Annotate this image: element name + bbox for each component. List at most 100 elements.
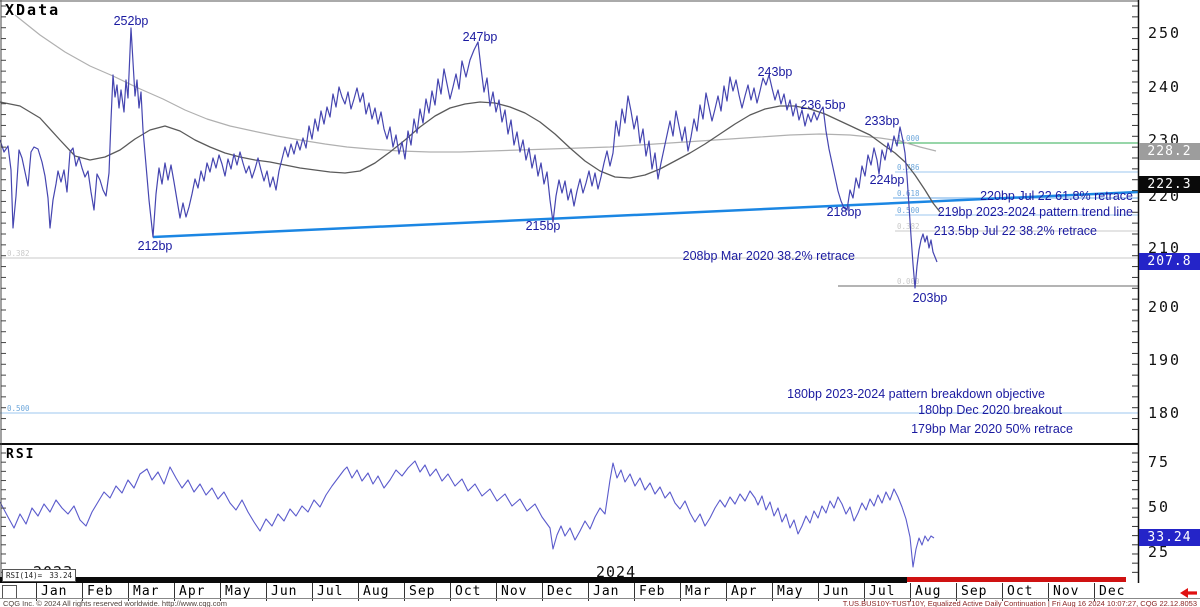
baseline-tick bbox=[634, 599, 635, 601]
baseline-tick bbox=[312, 599, 313, 601]
year-label-2024: 2024 bbox=[596, 563, 637, 581]
fib-level-label-5: 0.000 bbox=[897, 277, 920, 286]
price-axis-tick-label-210: 210 bbox=[1148, 239, 1182, 257]
month-label-oct-2023[interactable]: Oct bbox=[455, 584, 482, 599]
price-axis-area[interactable] bbox=[1138, 0, 1200, 444]
baseline-tick bbox=[726, 599, 727, 601]
baseline-tick bbox=[450, 599, 451, 601]
baseline-tick bbox=[956, 599, 957, 601]
price-axis-tick-label-180: 180 bbox=[1148, 404, 1182, 422]
rsi-axis-tick-label-50: 50 bbox=[1148, 498, 1171, 516]
month-label-jul-2023[interactable]: Jul bbox=[317, 584, 344, 599]
month-label-jun-2023[interactable]: Jun bbox=[271, 584, 298, 599]
baseline-tick bbox=[1002, 599, 1003, 601]
future-session-band bbox=[907, 577, 1126, 582]
price-axis-tick-label-250: 250 bbox=[1148, 24, 1182, 42]
month-separator bbox=[1002, 583, 1003, 598]
annotation-180bp: 180bp 2023-2024 pattern breakdown object… bbox=[787, 387, 1045, 401]
copyright-text: CQG Inc. © 2024 All rights reserved worl… bbox=[3, 599, 227, 607]
month-separator bbox=[1094, 583, 1095, 598]
annotation-220bp: 220bp Jul 22 61.8% retrace bbox=[980, 189, 1133, 203]
month-label-jul-2024[interactable]: Jul bbox=[869, 584, 896, 599]
month-label-feb-2024[interactable]: Feb bbox=[639, 584, 666, 599]
rsi-axis-tick-label-25: 25 bbox=[1148, 543, 1171, 561]
annotation-179bp: 179bp Mar 2020 50% retrace bbox=[911, 422, 1073, 436]
month-separator bbox=[864, 583, 865, 598]
annotation-218bp: 218bp bbox=[827, 205, 862, 219]
month-label-jan-2024[interactable]: Jan bbox=[593, 584, 620, 599]
month-separator bbox=[1048, 583, 1049, 598]
month-separator bbox=[818, 583, 819, 598]
baseline-tick bbox=[1048, 599, 1049, 601]
month-label-nov-2024[interactable]: Nov bbox=[1053, 584, 1080, 599]
ma-fast-value-badge: 222.3 bbox=[1139, 175, 1200, 193]
month-separator bbox=[266, 583, 267, 598]
month-separator bbox=[128, 583, 129, 598]
price-series-line bbox=[0, 27, 938, 289]
baseline-tick bbox=[266, 599, 267, 601]
price-axis-tick-label-190: 190 bbox=[1148, 351, 1182, 369]
rsi-readout-label: RSI(14)= bbox=[6, 571, 43, 580]
baseline-tick bbox=[680, 599, 681, 601]
baseline-tick bbox=[220, 599, 221, 601]
study-label: XData bbox=[5, 1, 61, 19]
month-separator bbox=[496, 583, 497, 598]
ma-slow-line bbox=[14, 14, 937, 153]
rsi-value-badge: 33.24 bbox=[1139, 528, 1200, 546]
annotation-247bp: 247bp bbox=[463, 30, 498, 44]
month-label-mar-2023[interactable]: Mar bbox=[133, 584, 160, 599]
baseline-tick bbox=[128, 599, 129, 601]
past-session-band bbox=[0, 577, 907, 583]
month-label-may-2023[interactable]: May bbox=[225, 584, 252, 599]
time-axis-bar[interactable] bbox=[0, 583, 1200, 599]
contract-info-text: T.US.BUS10Y-TUST10Y, Equalized Active Da… bbox=[842, 599, 1197, 607]
annotation-224bp: 224bp bbox=[870, 173, 905, 187]
month-separator bbox=[910, 583, 911, 598]
month-label-feb-2023[interactable]: Feb bbox=[87, 584, 114, 599]
pattern-trend-line[interactable] bbox=[152, 190, 1139, 239]
month-separator bbox=[634, 583, 635, 598]
month-separator bbox=[358, 583, 359, 598]
scroll-to-latest-arrow[interactable] bbox=[1180, 583, 1198, 598]
price-axis-tick-label-200: 200 bbox=[1148, 298, 1182, 316]
rsi-readout-value: 33.24 bbox=[49, 571, 72, 580]
month-label-apr-2023[interactable]: Apr bbox=[179, 584, 206, 599]
month-label-may-2024[interactable]: May bbox=[777, 584, 804, 599]
month-label-dec-2024[interactable]: Dec bbox=[1099, 584, 1126, 599]
month-separator bbox=[680, 583, 681, 598]
ma-slow-value-badge: 228.2 bbox=[1139, 142, 1200, 160]
last-price-badge: 207.8 bbox=[1139, 252, 1200, 270]
fib-level-label-3: 0.500 bbox=[897, 206, 920, 215]
annotation-252bp: 252bp bbox=[114, 14, 149, 28]
month-label-jan-2023[interactable]: Jan bbox=[41, 584, 68, 599]
rsi-series-line bbox=[0, 460, 935, 568]
month-separator bbox=[220, 583, 221, 598]
month-label-dec-2023[interactable]: Dec bbox=[547, 584, 574, 599]
month-label-jun-2024[interactable]: Jun bbox=[823, 584, 850, 599]
baseline-tick bbox=[542, 599, 543, 601]
month-separator bbox=[542, 583, 543, 598]
fib-level-label-4: 0.382 bbox=[897, 222, 920, 231]
month-separator bbox=[726, 583, 727, 598]
month-label-nov-2023[interactable]: Nov bbox=[501, 584, 528, 599]
time-axis-baseline bbox=[0, 598, 1200, 599]
baseline-tick bbox=[910, 599, 911, 601]
baseline-tick bbox=[818, 599, 819, 601]
baseline-tick bbox=[174, 599, 175, 601]
fib-level-label-0: 1.000 bbox=[897, 134, 920, 143]
month-separator bbox=[36, 583, 37, 598]
baseline-tick bbox=[772, 599, 773, 601]
month-label-aug-2023[interactable]: Aug bbox=[363, 584, 390, 599]
month-label-mar-2024[interactable]: Mar bbox=[685, 584, 712, 599]
month-label-oct-2024[interactable]: Oct bbox=[1007, 584, 1034, 599]
rsi-readout-box[interactable]: RSI(14)= 33.24 bbox=[2, 569, 76, 582]
annotation-208bp: 208bp Mar 2020 38.2% retrace bbox=[683, 249, 855, 263]
month-label-aug-2024[interactable]: Aug bbox=[915, 584, 942, 599]
baseline-tick bbox=[82, 599, 83, 601]
month-label-sep-2023[interactable]: Sep bbox=[409, 584, 436, 599]
month-separator bbox=[956, 583, 957, 598]
month-label-apr-2024[interactable]: Apr bbox=[731, 584, 758, 599]
month-label-sep-2024[interactable]: Sep bbox=[961, 584, 988, 599]
annotation-180bp: 180bp Dec 2020 breakout bbox=[918, 403, 1062, 417]
